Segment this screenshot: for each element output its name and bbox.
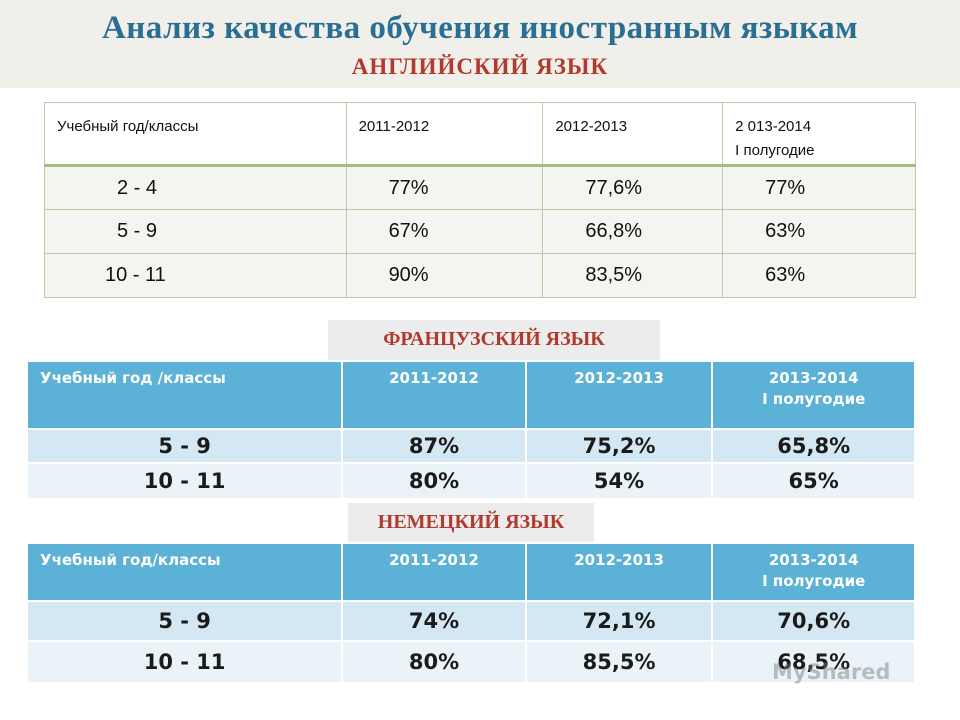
- header-cell-2012: 2012-2013: [524, 542, 714, 602]
- value-cell: 74%: [341, 600, 527, 642]
- table-row: 10 - 11 90% 83,5% 63%: [44, 253, 916, 298]
- grade-cell: 2 - 4: [44, 165, 347, 210]
- value-cell: 77%: [722, 165, 916, 210]
- grade-cell: 5 - 9: [44, 209, 347, 254]
- value-cell: 80%: [341, 462, 527, 500]
- header-half-text: I полугодие: [762, 572, 866, 590]
- value-cell: 72,1%: [524, 600, 714, 642]
- english-table: Учебный год/классы 2011-2012 2012-2013 2…: [44, 102, 916, 298]
- header-band: Анализ качества обучения иностранным язы…: [0, 0, 960, 88]
- header-half-text: I полугодие: [762, 390, 866, 408]
- page-title: Анализ качества обучения иностранным язы…: [101, 10, 859, 46]
- table-row: 5 - 9 67% 66,8% 63%: [44, 209, 916, 254]
- header-year-text: 2013-2014: [768, 551, 859, 569]
- value-cell: 67%: [345, 209, 544, 254]
- german-section-title: НЕМЕЦКИЙ ЯЗЫК: [348, 503, 594, 543]
- header-cell-year: Учебный год /классы: [25, 360, 344, 430]
- value-cell: 83,5%: [542, 253, 724, 298]
- value-cell: 63%: [722, 253, 916, 298]
- header-cell-2012: 2012-2013: [542, 102, 724, 166]
- value-cell: 66,8%: [542, 209, 724, 254]
- header-cell-2013: 2013-2014 I полугодие: [711, 542, 916, 602]
- german-table: Учебный год/классы 2011-2012 2012-2013 2…: [25, 542, 916, 684]
- header-cell-2013: 2013-2014 I полугодие: [711, 360, 916, 430]
- value-cell: 87%: [341, 428, 527, 464]
- value-cell: 80%: [341, 640, 527, 684]
- value-cell: 65,8%: [711, 428, 916, 464]
- english-section-title: АНГЛИЙСКИЙ ЯЗЫК: [351, 54, 609, 79]
- value-cell: 77%: [345, 165, 544, 210]
- value-cell: 65%: [711, 462, 916, 500]
- table-row: 2 - 4 77% 77,6% 77%: [44, 165, 916, 210]
- table-header-row: Учебный год/классы 2011-2012 2012-2013 2…: [25, 542, 916, 602]
- value-cell: 85,5%: [524, 640, 714, 684]
- grade-cell: 10 - 11: [25, 462, 344, 500]
- grade-cell: 10 - 11: [44, 253, 347, 298]
- table-row: 5 - 9 74% 72,1% 70,6%: [25, 600, 916, 642]
- header-cell-2012: 2012-2013: [524, 360, 714, 430]
- value-cell: 70,6%: [711, 600, 916, 642]
- french-table: Учебный год /классы 2011-2012 2012-2013 …: [25, 360, 916, 500]
- value-cell: 54%: [524, 462, 714, 500]
- header-cell-2011: 2011-2012: [341, 542, 527, 602]
- french-section-title: ФРАНЦУЗСКИЙ ЯЗЫК: [328, 320, 660, 360]
- value-cell: 77,6%: [542, 165, 724, 210]
- grade-cell: 5 - 9: [25, 428, 344, 464]
- value-cell: 68,5%: [711, 640, 916, 684]
- header-cell-2011: 2011-2012: [345, 102, 544, 166]
- watermark-logo: MyShared: [772, 660, 891, 684]
- table-header-row: Учебный год /классы 2011-2012 2012-2013 …: [25, 360, 916, 430]
- table-row: 10 - 11 80% 54% 65%: [25, 462, 916, 500]
- header-cell-2011: 2011-2012: [341, 360, 527, 430]
- header-cell-2013: 2 013-2014 I полугодие: [722, 102, 916, 166]
- grade-cell: 5 - 9: [25, 600, 344, 642]
- table-row: 5 - 9 87% 75,2% 65,8%: [25, 428, 916, 464]
- value-cell: 75,2%: [524, 428, 714, 464]
- grade-cell: 10 - 11: [25, 640, 344, 684]
- value-cell: 63%: [722, 209, 916, 254]
- table-row: 10 - 11 80% 85,5% 68,5%: [25, 640, 916, 684]
- header-cell-year: Учебный год/классы: [44, 102, 347, 166]
- header-cell-year: Учебный год/классы: [25, 542, 344, 602]
- header-year-text: 2013-2014: [768, 369, 859, 387]
- header-year-text: 2 013-2014: [735, 118, 812, 135]
- header-half-text: I полугодие: [735, 142, 815, 159]
- value-cell: 90%: [345, 253, 544, 298]
- table-header-row: Учебный год/классы 2011-2012 2012-2013 2…: [44, 102, 916, 166]
